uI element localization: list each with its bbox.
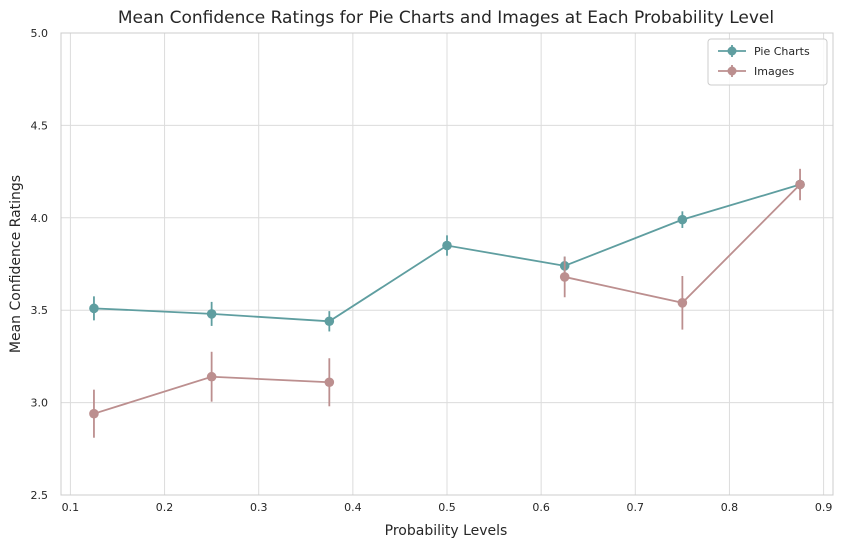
data-point — [677, 298, 688, 308]
data-point — [206, 309, 217, 319]
data-point — [324, 316, 335, 327]
y-tick-label: 3.0 — [31, 397, 49, 410]
series-images — [89, 168, 805, 438]
y-tick-label: 3.5 — [31, 304, 49, 317]
data-point — [559, 272, 570, 282]
x-tick-label: 0.3 — [250, 501, 268, 514]
x-tick-label: 0.8 — [721, 501, 739, 514]
y-tick-label: 4.5 — [31, 119, 49, 132]
legend-marker — [727, 46, 737, 56]
series — [89, 168, 805, 438]
data-point — [442, 240, 452, 251]
data-point — [795, 179, 805, 190]
y-tick-label: 5.0 — [31, 27, 49, 40]
legend-label: Images — [754, 65, 794, 78]
x-tick-label: 0.4 — [344, 501, 362, 514]
x-axis-label: Probability Levels — [385, 523, 508, 539]
y-axis-label: Mean Confidence Ratings — [8, 175, 24, 353]
data-point — [324, 377, 335, 388]
x-tick-label: 0.5 — [438, 501, 456, 514]
x-tick-label: 0.1 — [62, 501, 80, 514]
grid — [61, 32, 833, 496]
data-point — [89, 303, 99, 314]
data-point — [677, 214, 688, 225]
x-tick-label: 0.7 — [627, 501, 645, 514]
x-tick-label: 0.2 — [156, 501, 174, 514]
y-tick-label: 2.5 — [31, 489, 49, 502]
y-ticks: 2.5 3.0 3.5 4.0 4.5 5.0 — [31, 27, 49, 502]
x-ticks: 0.1 0.2 0.3 0.4 0.5 0.6 0.7 0.8 0.9 — [62, 501, 833, 514]
x-tick-label: 0.6 — [532, 501, 550, 514]
legend: Pie Charts Images — [707, 38, 828, 86]
legend-marker — [727, 66, 737, 76]
data-point — [206, 371, 217, 382]
data-point — [89, 408, 99, 419]
x-tick-label: 0.9 — [815, 501, 833, 514]
legend-label: Pie Charts — [754, 45, 810, 58]
y-tick-label: 4.0 — [31, 212, 49, 225]
plot-frame — [60, 32, 834, 496]
chart-title: Mean Confidence Ratings for Pie Charts a… — [118, 8, 774, 28]
